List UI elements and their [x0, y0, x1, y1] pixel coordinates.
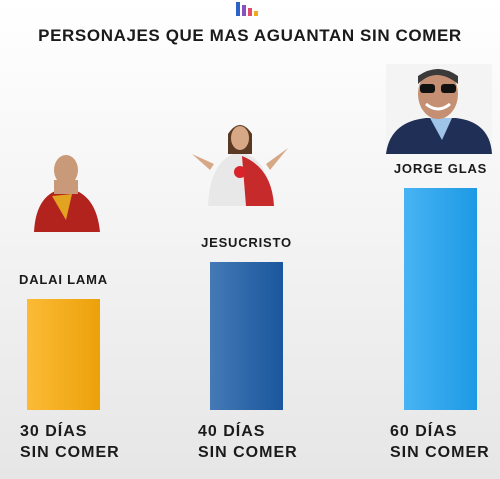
value-label: 40 DÍAS SIN COMER [198, 423, 298, 461]
bar [27, 299, 100, 410]
category-label: JORGE GLAS [393, 161, 488, 176]
value-label: 30 DÍAS SIN COMER [20, 423, 120, 461]
photo-jesucristo [192, 125, 288, 206]
photo-jorge-glas [386, 64, 492, 154]
photo-dalai-lama [34, 155, 100, 232]
bar [404, 188, 477, 410]
logo [236, 2, 258, 16]
bar [210, 262, 283, 410]
chart-title: PERSONAJES QUE MAS AGUANTAN SIN COMER [38, 26, 462, 45]
value-label: 60 DÍAS SIN COMER [390, 423, 490, 461]
category-label: JESUCRISTO [201, 235, 292, 250]
category-label: DALAI LAMA [19, 272, 108, 287]
